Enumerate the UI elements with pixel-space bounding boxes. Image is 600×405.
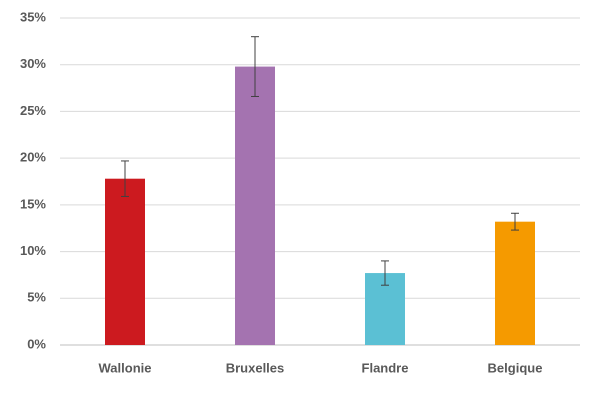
bar <box>105 178 145 345</box>
y-tick-label: 10% <box>20 243 46 258</box>
y-tick-label: 5% <box>27 290 46 305</box>
bar <box>495 221 535 345</box>
y-tick-label: 30% <box>20 56 46 71</box>
y-tick-label: 15% <box>20 196 46 211</box>
y-tick-label: 0% <box>27 336 46 351</box>
x-tick-label: Flandre <box>362 360 409 375</box>
y-tick-label: 35% <box>20 9 46 24</box>
error-bar <box>511 212 519 231</box>
x-tick-label: Bruxelles <box>226 360 285 375</box>
error-bar <box>251 36 259 97</box>
x-tick-label: Wallonie <box>99 360 152 375</box>
y-tick-label: 25% <box>20 103 46 118</box>
error-bar <box>381 260 389 286</box>
y-tick-label: 20% <box>20 150 46 165</box>
error-bar <box>121 160 129 197</box>
x-tick-label: Belgique <box>488 360 543 375</box>
bar <box>235 66 275 345</box>
